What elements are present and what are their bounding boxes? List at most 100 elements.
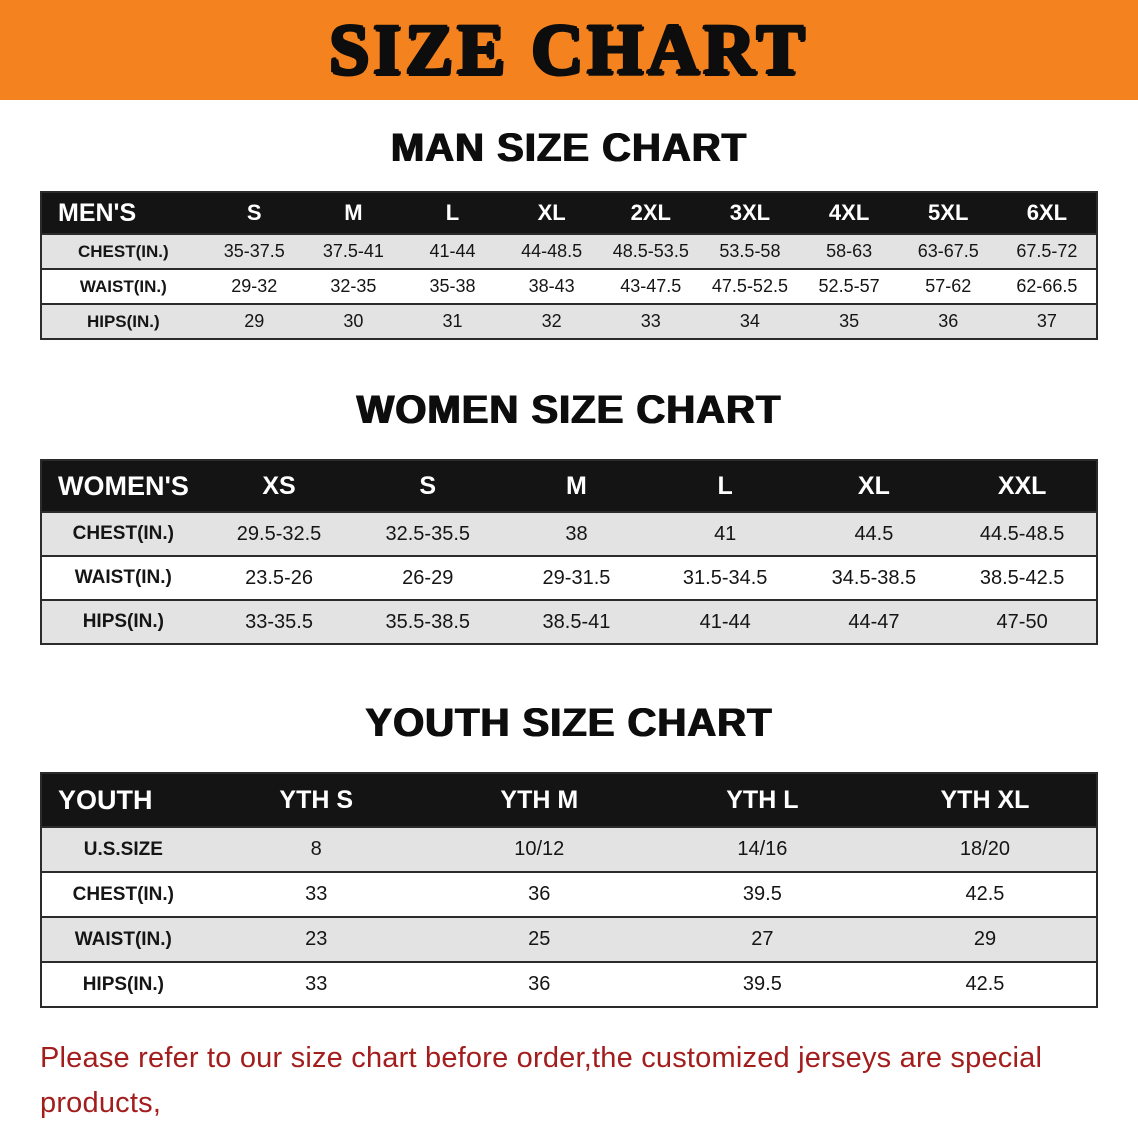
size-column-header: YTH S [279, 785, 354, 814]
table-cell: 44-48.5 [521, 241, 583, 261]
table-cell: 44-47 [848, 610, 900, 633]
table-cell: 52.5-57 [818, 276, 880, 296]
table-row: WAIST(IN.) 23 25 27 29 [41, 917, 1097, 962]
table-cell: 29 [973, 928, 997, 950]
table-cell: 34 [739, 311, 760, 331]
table-cell: 63-67.5 [917, 241, 979, 261]
table-cell: 39.5 [742, 973, 782, 995]
table-cell: 29-32 [231, 276, 278, 296]
table-cell: 35 [839, 311, 860, 331]
size-column-header: YTH L [726, 785, 799, 814]
size-column-header: L [445, 200, 460, 225]
section-men: MAN SIZE CHART MEN'S S M L XL 2XL 3XL 4XL 5XL 6XL… [0, 126, 1138, 340]
size-column-header: S [419, 471, 437, 500]
table-cell: 38 [565, 522, 588, 545]
table-row: CHEST(IN.) 29.5-32.5 32.5-35.5 38 41 44.5 44.5… [41, 512, 1097, 556]
row-label: WAIST(IN.) [79, 276, 167, 296]
women-section-heading: WOMEN SIZE CHART [356, 388, 782, 432]
row-label: HIPS(IN.) [82, 611, 164, 632]
table-cell: 33-35.5 [245, 610, 313, 633]
women-size-table: WOMEN'S XS S M L XL XXL CHEST(IN.) 29.5-32.5 32.5… [40, 459, 1098, 645]
table-corner-label: YOUTH [58, 784, 153, 815]
table-cell: 58-63 [826, 241, 873, 261]
table-row: CHEST(IN.) 33 36 39.5 42.5 [41, 872, 1097, 917]
size-column-header: XL [857, 471, 890, 500]
size-column-header: 3XL [729, 200, 771, 225]
table-cell: 57-62 [925, 276, 972, 296]
men-section-heading: MAN SIZE CHART [390, 126, 748, 170]
size-column-header: M [566, 471, 587, 500]
size-column-header: 6XL [1026, 200, 1068, 225]
table-cell: 36 [938, 311, 959, 331]
size-column-header: S [246, 200, 262, 225]
table-cell: 41-44 [429, 241, 476, 261]
section-youth: YOUTH SIZE CHART YOUTH YTH S YTH M YTH L YTH… [0, 701, 1138, 1008]
size-column-header: XXL [997, 471, 1047, 500]
table-header-row: WOMEN'S XS S M L XL XXL [41, 460, 1097, 512]
table-cell: 44.5-48.5 [979, 522, 1065, 545]
table-cell: 53.5-58 [719, 241, 781, 261]
page-title: SIZE CHART [329, 10, 809, 90]
size-column-header: 2XL [630, 200, 671, 225]
size-column-header: YTH XL [940, 785, 1030, 814]
table-cell: 38.5-42.5 [979, 566, 1065, 589]
size-column-header: 5XL [928, 200, 969, 225]
table-cell: 35.5-38.5 [385, 610, 470, 633]
table-header-row: YOUTH YTH S YTH M YTH L YTH XL [41, 773, 1097, 827]
table-cell: 27 [751, 928, 774, 950]
table-cell: 42.5 [965, 973, 1005, 995]
table-cell: 38-43 [528, 276, 575, 296]
table-cell: 67.5-72 [1016, 241, 1078, 261]
table-cell: 23 [305, 928, 328, 950]
table-corner-label: WOMEN'S [58, 470, 189, 501]
table-cell: 32-35 [330, 276, 377, 296]
table-cell: 18/20 [959, 838, 1010, 860]
table-cell: 36 [528, 883, 551, 905]
order-policy-line-1: Please refer to our size chart before or… [40, 1042, 1043, 1119]
table-row: WAIST(IN.) 29-32 32-35 35-38 38-43 43-47.5 47.… [41, 269, 1097, 304]
table-row: HIPS(IN.) 29 30 31 32 33 34 35 36 37 [41, 304, 1097, 339]
row-label: HIPS(IN.) [86, 311, 160, 331]
size-column-header: M [344, 200, 363, 225]
table-cell: 31.5-34.5 [682, 566, 768, 589]
row-label: HIPS(IN.) [82, 973, 164, 995]
table-cell: 33 [640, 311, 661, 331]
row-label: WAIST(IN.) [74, 928, 172, 950]
size-column-header: XS [262, 471, 296, 500]
table-cell: 29-31.5 [542, 566, 611, 589]
table-cell: 37.5-41 [322, 241, 384, 261]
table-cell: 36 [528, 973, 551, 995]
table-cell: 26-29 [402, 566, 454, 589]
table-cell: 37 [1036, 311, 1057, 331]
table-cell: 41-44 [699, 610, 751, 633]
table-cell: 43-47.5 [620, 276, 682, 296]
row-label: CHEST(IN.) [72, 523, 174, 544]
size-chart-banner: SIZE CHART [0, 0, 1138, 100]
table-cell: 44.5 [854, 522, 894, 545]
table-row: U.S.SIZE 8 10/12 14/16 18/20 [41, 827, 1097, 872]
table-cell: 39.5 [742, 883, 782, 905]
table-cell: 32 [541, 311, 562, 331]
size-column-header: L [717, 471, 733, 500]
table-cell: 14/16 [737, 838, 788, 860]
table-cell: 33 [305, 973, 328, 995]
table-cell: 35-38 [429, 276, 476, 296]
order-policy-line-2: we don't accept cancel, change, teturn o… [40, 1126, 1138, 1132]
table-cell: 31 [442, 311, 463, 331]
youth-size-table: YOUTH YTH S YTH M YTH L YTH XL U.S.SIZE 8 10/12… [40, 772, 1098, 1008]
youth-section-heading: YOUTH SIZE CHART [365, 701, 773, 745]
table-cell: 34.5-38.5 [831, 566, 917, 589]
table-cell: 48.5-53.5 [612, 241, 689, 261]
table-cell: 33 [305, 883, 328, 905]
table-row: WAIST(IN.) 23.5-26 26-29 29-31.5 31.5-34.5 34… [41, 556, 1097, 600]
row-label: CHEST(IN.) [78, 241, 169, 261]
row-label: WAIST(IN.) [74, 567, 172, 588]
table-cell: 30 [343, 311, 364, 331]
table-cell: 35-37.5 [223, 241, 285, 261]
table-cell: 23.5-26 [245, 566, 313, 589]
table-cell: 29 [244, 311, 265, 331]
men-size-table: MEN'S S M L XL 2XL 3XL 4XL 5XL 6XL CHEST(IN.) 35-37… [40, 191, 1098, 340]
table-cell: 42.5 [965, 883, 1005, 905]
table-corner-label: MEN'S [58, 198, 137, 227]
size-column-header: XL [537, 200, 566, 225]
